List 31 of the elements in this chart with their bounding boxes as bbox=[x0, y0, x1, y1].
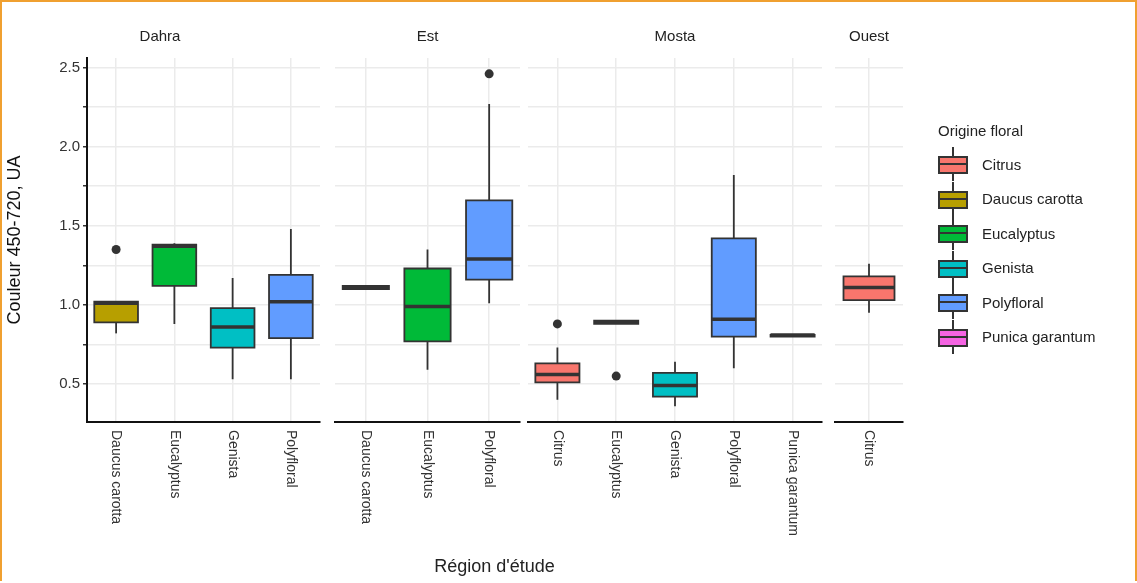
x-tick-label: Polyfloral bbox=[482, 430, 499, 488]
legend-label: Genista bbox=[982, 259, 1034, 277]
chart-title: Est bbox=[416, 27, 440, 45]
chart-title: Dahra bbox=[139, 27, 182, 45]
legend-title: Origine floral bbox=[938, 122, 1025, 139]
legend-label: Citrus bbox=[982, 155, 1022, 173]
chart-title: Ouest bbox=[848, 27, 890, 45]
x-tick-label: Daucus carotta bbox=[358, 430, 375, 525]
y-tick-label: 1.0 bbox=[59, 295, 80, 313]
x-tick-label: Eucalyptus bbox=[167, 430, 184, 499]
chart-title: Mosta bbox=[654, 27, 697, 45]
y-axis-title: Couleur 450-720, UA bbox=[3, 155, 24, 325]
x-tick-label: Eucalyptus bbox=[420, 430, 437, 499]
x-tick-label: Citrus bbox=[550, 430, 567, 467]
x-tick-label: Genista bbox=[225, 430, 242, 479]
x-tick-label: Punica garantum bbox=[785, 430, 802, 536]
y-tick-label: 2.0 bbox=[59, 136, 80, 154]
x-tick-label: Genista bbox=[668, 430, 685, 479]
legend-label: Punica garantum bbox=[982, 328, 1096, 346]
y-tick-label: 1.5 bbox=[59, 215, 80, 233]
y-tick-label: 2.5 bbox=[59, 57, 80, 75]
x-tick-label: Citrus bbox=[862, 430, 879, 467]
x-axis-title: Région d'étude bbox=[434, 556, 555, 577]
legend-label: Daucus carotta bbox=[982, 190, 1083, 208]
y-tick-label: 0.5 bbox=[59, 374, 80, 392]
legend-label: Polyfloral bbox=[982, 293, 1044, 311]
x-tick-label: Eucalyptus bbox=[609, 430, 626, 499]
x-tick-label: Daucus carotta bbox=[109, 430, 126, 525]
x-tick-label: Polyfloral bbox=[284, 430, 301, 488]
x-tick-label: Polyfloral bbox=[726, 430, 743, 488]
legend-label: Eucalyptus bbox=[982, 224, 1056, 242]
